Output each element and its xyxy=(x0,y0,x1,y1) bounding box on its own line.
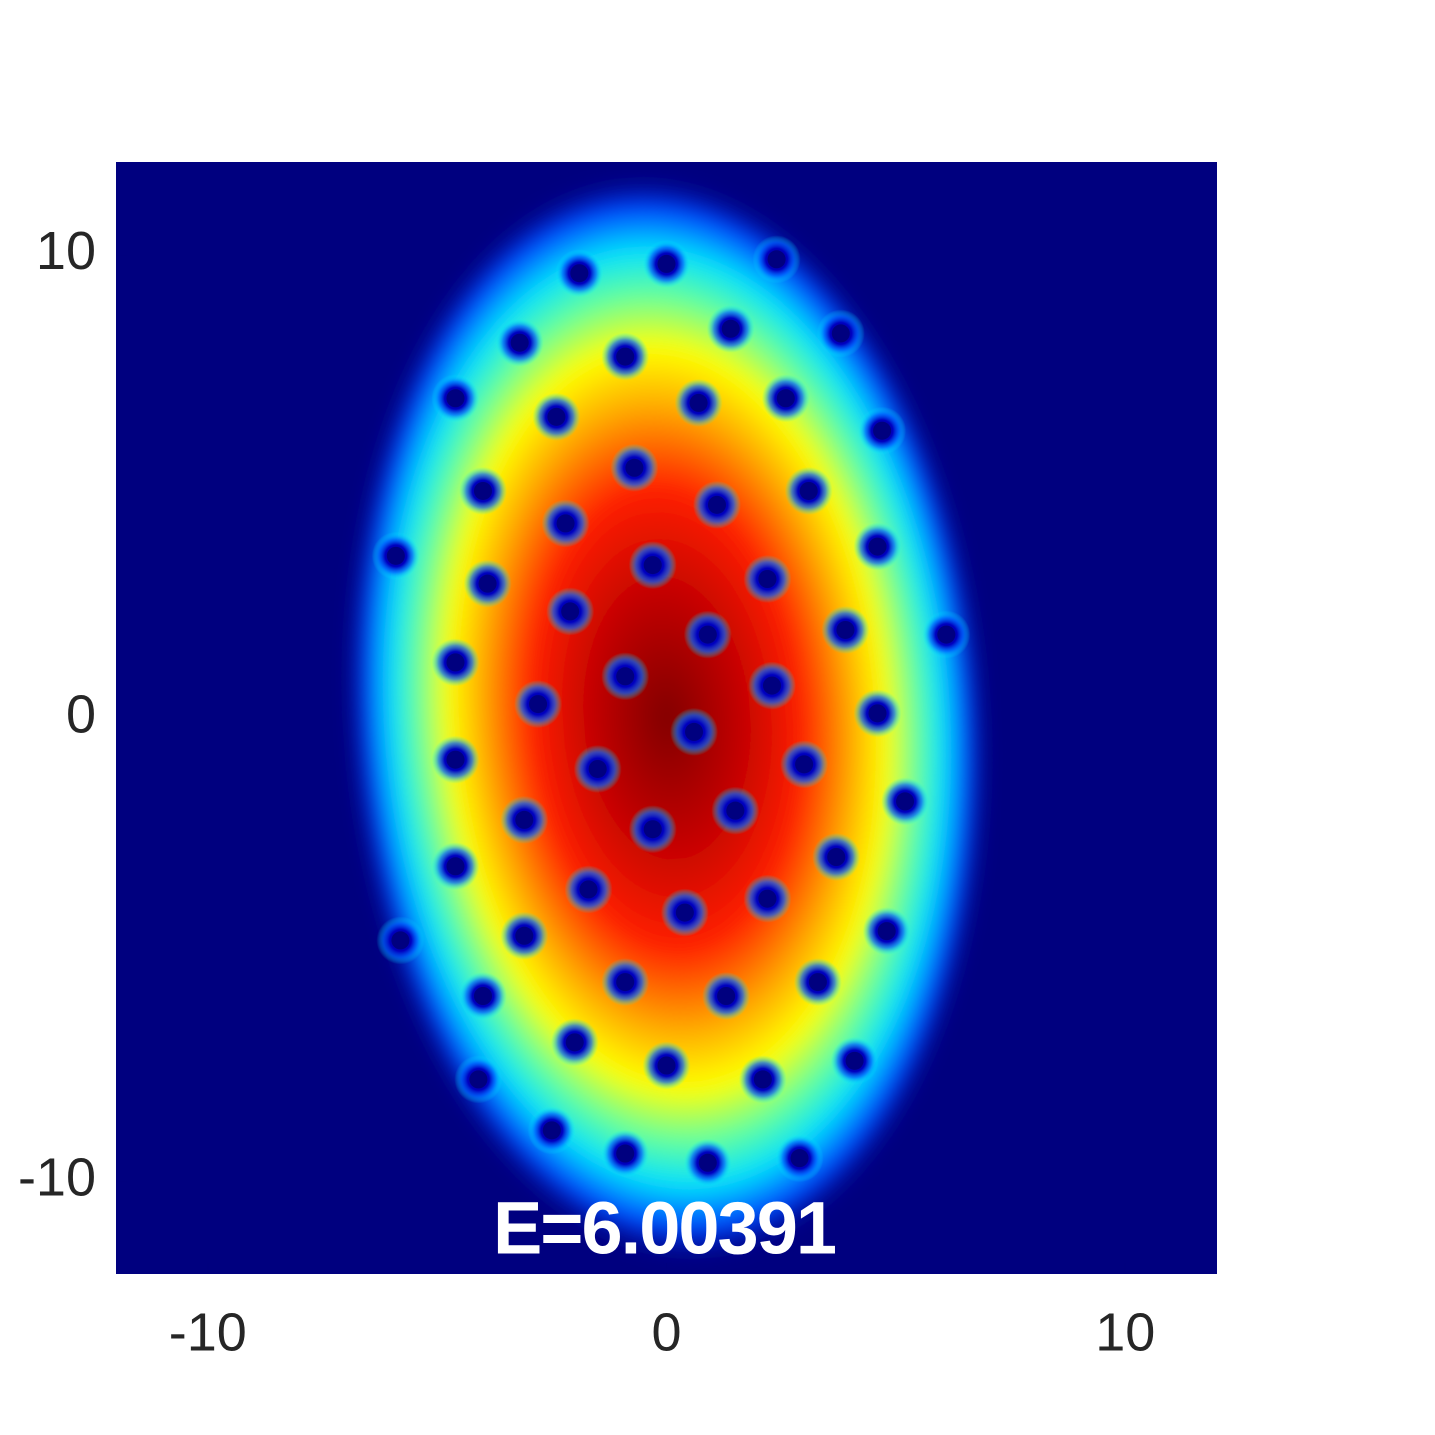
vortex-core xyxy=(510,333,529,352)
vortex-core xyxy=(643,820,662,839)
vortex-core xyxy=(689,393,708,412)
vortex-core xyxy=(707,495,726,514)
vortex-core xyxy=(873,421,892,440)
vortex-core xyxy=(386,546,405,565)
vortex-core xyxy=(657,254,676,273)
y-tick-label: -10 xyxy=(18,1148,96,1208)
vortex-core xyxy=(698,1153,717,1172)
vortex-core xyxy=(643,556,662,575)
energy-annotation: E=6.00391 xyxy=(493,1187,836,1270)
vortex-core xyxy=(616,667,635,686)
vortex-core xyxy=(758,570,777,588)
vortex-core xyxy=(721,319,740,338)
vortex-core xyxy=(529,695,548,714)
vortex-core xyxy=(570,264,589,283)
vortex-core xyxy=(446,653,465,672)
vortex-core xyxy=(616,347,635,366)
vortex-core xyxy=(515,926,534,945)
vortex-core xyxy=(799,481,818,500)
x-tick-label: 0 xyxy=(651,1302,681,1362)
vortex-core xyxy=(675,903,694,922)
vortex-cores xyxy=(371,235,971,1187)
vortex-core xyxy=(474,987,492,1005)
vortex-core xyxy=(474,481,492,500)
vortex-core xyxy=(726,801,745,820)
x-tick-label: 10 xyxy=(1095,1302,1155,1362)
vortex-core xyxy=(542,1121,561,1140)
vortex-core xyxy=(790,1149,809,1168)
vortex-core xyxy=(698,625,717,644)
vortex-core xyxy=(877,922,896,941)
vortex-core xyxy=(588,759,607,778)
vortex-core xyxy=(868,704,887,723)
vortex-core xyxy=(767,250,786,269)
vortex-core xyxy=(795,755,814,774)
vortex-core xyxy=(758,889,777,908)
vortex-core xyxy=(561,602,580,621)
vortex-core xyxy=(808,973,827,992)
vortex-core xyxy=(446,750,465,769)
vortex-core xyxy=(515,810,534,829)
y-tick-label: 0 xyxy=(66,684,96,744)
vortex-core xyxy=(616,1144,635,1163)
vortex-core xyxy=(579,880,598,899)
vortex-core xyxy=(556,514,575,533)
vortex-core xyxy=(763,676,782,695)
vortex-core xyxy=(836,620,855,639)
vortex-core xyxy=(391,931,410,950)
vortex-core xyxy=(657,1056,676,1075)
vortex-core xyxy=(616,973,635,992)
vortex-core xyxy=(845,1051,864,1070)
vortex-core xyxy=(868,537,887,556)
vortex-core xyxy=(717,987,736,1005)
vortex-core xyxy=(753,1070,772,1089)
vortex-core xyxy=(446,389,465,408)
vortex-core xyxy=(478,574,497,593)
vortex-core xyxy=(776,389,795,408)
vortex-core xyxy=(685,722,704,741)
vortex-core xyxy=(831,324,850,343)
x-tick-label: -10 xyxy=(169,1302,247,1362)
vortex-core xyxy=(937,625,956,644)
vortex-core xyxy=(446,857,465,876)
vortex-core xyxy=(547,407,566,426)
vortex-core xyxy=(896,792,915,811)
vortex-core xyxy=(827,848,846,866)
density-field xyxy=(345,173,989,1263)
vortex-core xyxy=(625,458,644,477)
vortex-core xyxy=(565,1033,584,1052)
vortex-core xyxy=(469,1070,488,1089)
y-tick-label: 10 xyxy=(36,221,96,281)
